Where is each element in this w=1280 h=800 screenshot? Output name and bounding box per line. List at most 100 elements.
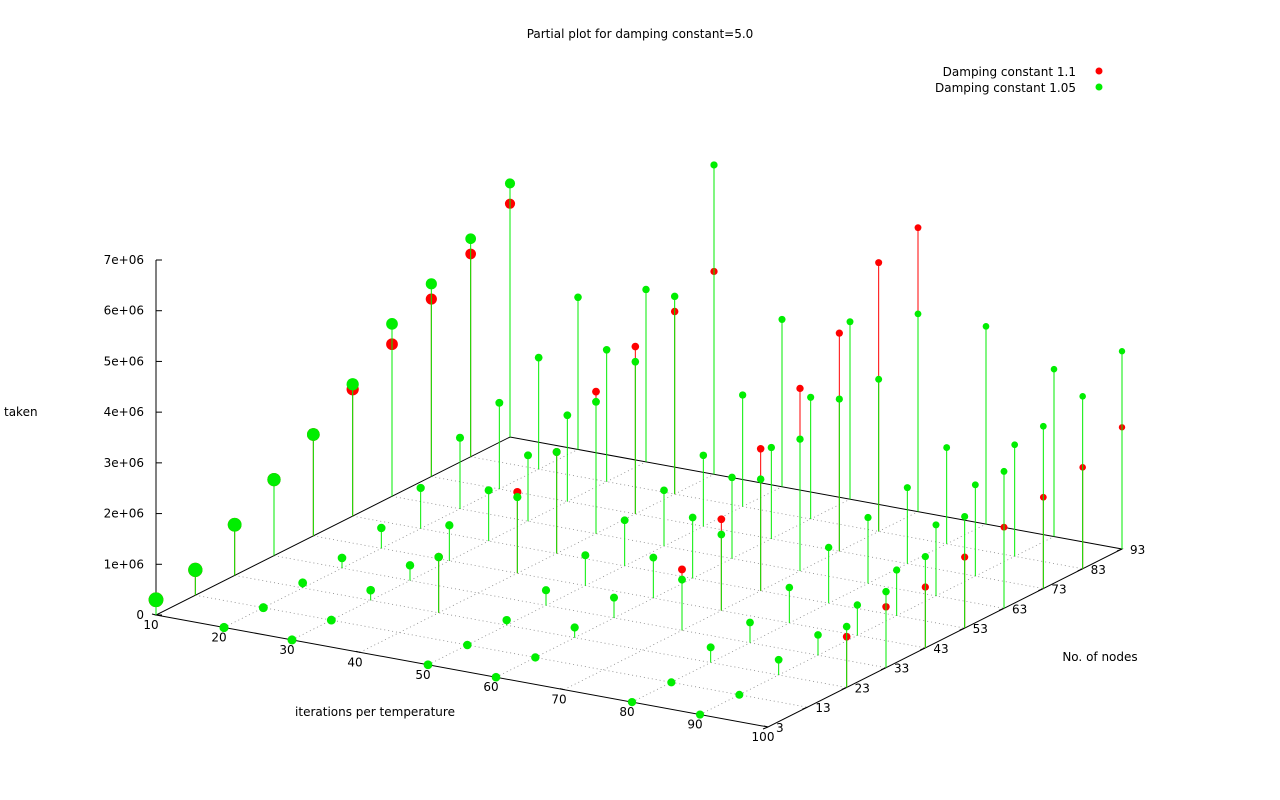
data-point — [534, 353, 543, 362]
data-point — [735, 690, 744, 699]
data-point — [756, 444, 765, 453]
y-tick — [1116, 548, 1123, 552]
data-point — [835, 395, 843, 403]
data-point — [982, 322, 990, 330]
data-point — [717, 530, 726, 539]
data-point — [298, 578, 308, 588]
data-point — [219, 622, 229, 633]
data-point — [541, 586, 551, 595]
data-point — [227, 517, 242, 532]
data-point — [1000, 467, 1008, 475]
data-point — [346, 378, 359, 391]
data-point — [767, 443, 776, 452]
data-point — [627, 697, 637, 707]
legend: Damping constant 1.1 Damping constant 1.… — [935, 65, 1103, 95]
data-point — [875, 375, 883, 383]
data-point — [853, 601, 862, 609]
data-point — [814, 631, 822, 639]
legend-marker-1 — [1095, 67, 1103, 75]
x-tick — [355, 650, 361, 653]
data-point — [961, 512, 969, 521]
data-point — [807, 393, 815, 401]
y-tick — [802, 706, 808, 710]
data-point — [581, 551, 590, 560]
x-tick-label: 30 — [279, 643, 294, 657]
data-point — [570, 623, 579, 632]
data-point — [1118, 348, 1126, 355]
y-axis-label: No. of nodes — [1062, 650, 1137, 664]
data-point — [943, 444, 951, 451]
x-tick-label: 40 — [347, 655, 362, 669]
data-point — [824, 543, 833, 552]
data-point — [667, 678, 676, 687]
data-point — [148, 592, 164, 608]
data-point — [695, 710, 705, 719]
data-point — [670, 292, 679, 301]
data-point — [337, 553, 347, 563]
data-point — [746, 618, 754, 627]
y-tick — [880, 667, 887, 671]
data-point — [423, 660, 433, 670]
y-tick — [1077, 568, 1083, 572]
data-point — [717, 515, 726, 524]
data-point — [504, 178, 516, 189]
data-point — [377, 523, 386, 533]
z-tick-label: 5e+06 — [104, 354, 144, 368]
y-tick-label: 3 — [776, 721, 784, 735]
data-point — [434, 552, 443, 562]
y-tick-label: 33 — [894, 662, 909, 676]
data-point — [846, 318, 854, 326]
data-point — [710, 161, 718, 169]
data-point — [267, 472, 281, 487]
data-point — [491, 672, 501, 682]
y-tick — [920, 647, 926, 651]
x-axis-label: iterations per temperature — [295, 705, 455, 719]
y-tick — [762, 726, 769, 730]
x-tick-label: 50 — [415, 668, 430, 682]
data-point — [484, 486, 493, 495]
data-point — [796, 435, 804, 443]
data-point — [465, 233, 477, 245]
tick-labels: 0 1e+06 2e+06 3e+06 4e+06 5e+06 6e+06 7e+06 10 20… — [104, 253, 1146, 744]
grid-line-y — [273, 555, 887, 669]
grid-line-y — [352, 515, 965, 629]
grid-line-y — [391, 495, 1005, 609]
data-point — [756, 475, 765, 483]
z-tick-label: 6e+06 — [104, 304, 144, 318]
grid-line-y — [234, 575, 847, 688]
data-point — [699, 451, 708, 460]
data-point — [688, 513, 697, 522]
x-tick-label: 60 — [483, 680, 498, 694]
data-point — [842, 622, 851, 631]
chart-title: Partial plot for damping constant=5.0 — [527, 27, 754, 41]
data-point — [495, 398, 504, 407]
data-point — [563, 411, 572, 420]
data-point — [188, 562, 203, 578]
y-tick-label: 63 — [1012, 602, 1027, 616]
x-tick — [151, 613, 157, 616]
grid-line-y — [313, 535, 926, 649]
z-tick-label: 1e+06 — [104, 557, 144, 571]
data-point — [609, 593, 619, 602]
data-point — [631, 357, 640, 366]
data-point — [778, 315, 786, 323]
data-point — [642, 285, 650, 294]
y-tick — [841, 686, 847, 690]
data-point — [574, 293, 582, 302]
data-point — [893, 566, 901, 574]
x-tick-label: 90 — [687, 718, 702, 732]
z-tick-label: 7e+06 — [104, 253, 144, 267]
data-point — [513, 493, 522, 502]
data-point — [552, 448, 561, 457]
data-marks — [148, 161, 1126, 719]
data-point — [739, 391, 747, 399]
data-point — [678, 575, 686, 584]
x-tick-label: 100 — [752, 730, 775, 744]
y-tick — [998, 607, 1005, 611]
y-tick — [1038, 588, 1044, 592]
grid-line-x — [427, 486, 783, 666]
data-point — [914, 310, 922, 318]
grid-line-x — [291, 461, 647, 641]
data-point — [649, 553, 658, 562]
